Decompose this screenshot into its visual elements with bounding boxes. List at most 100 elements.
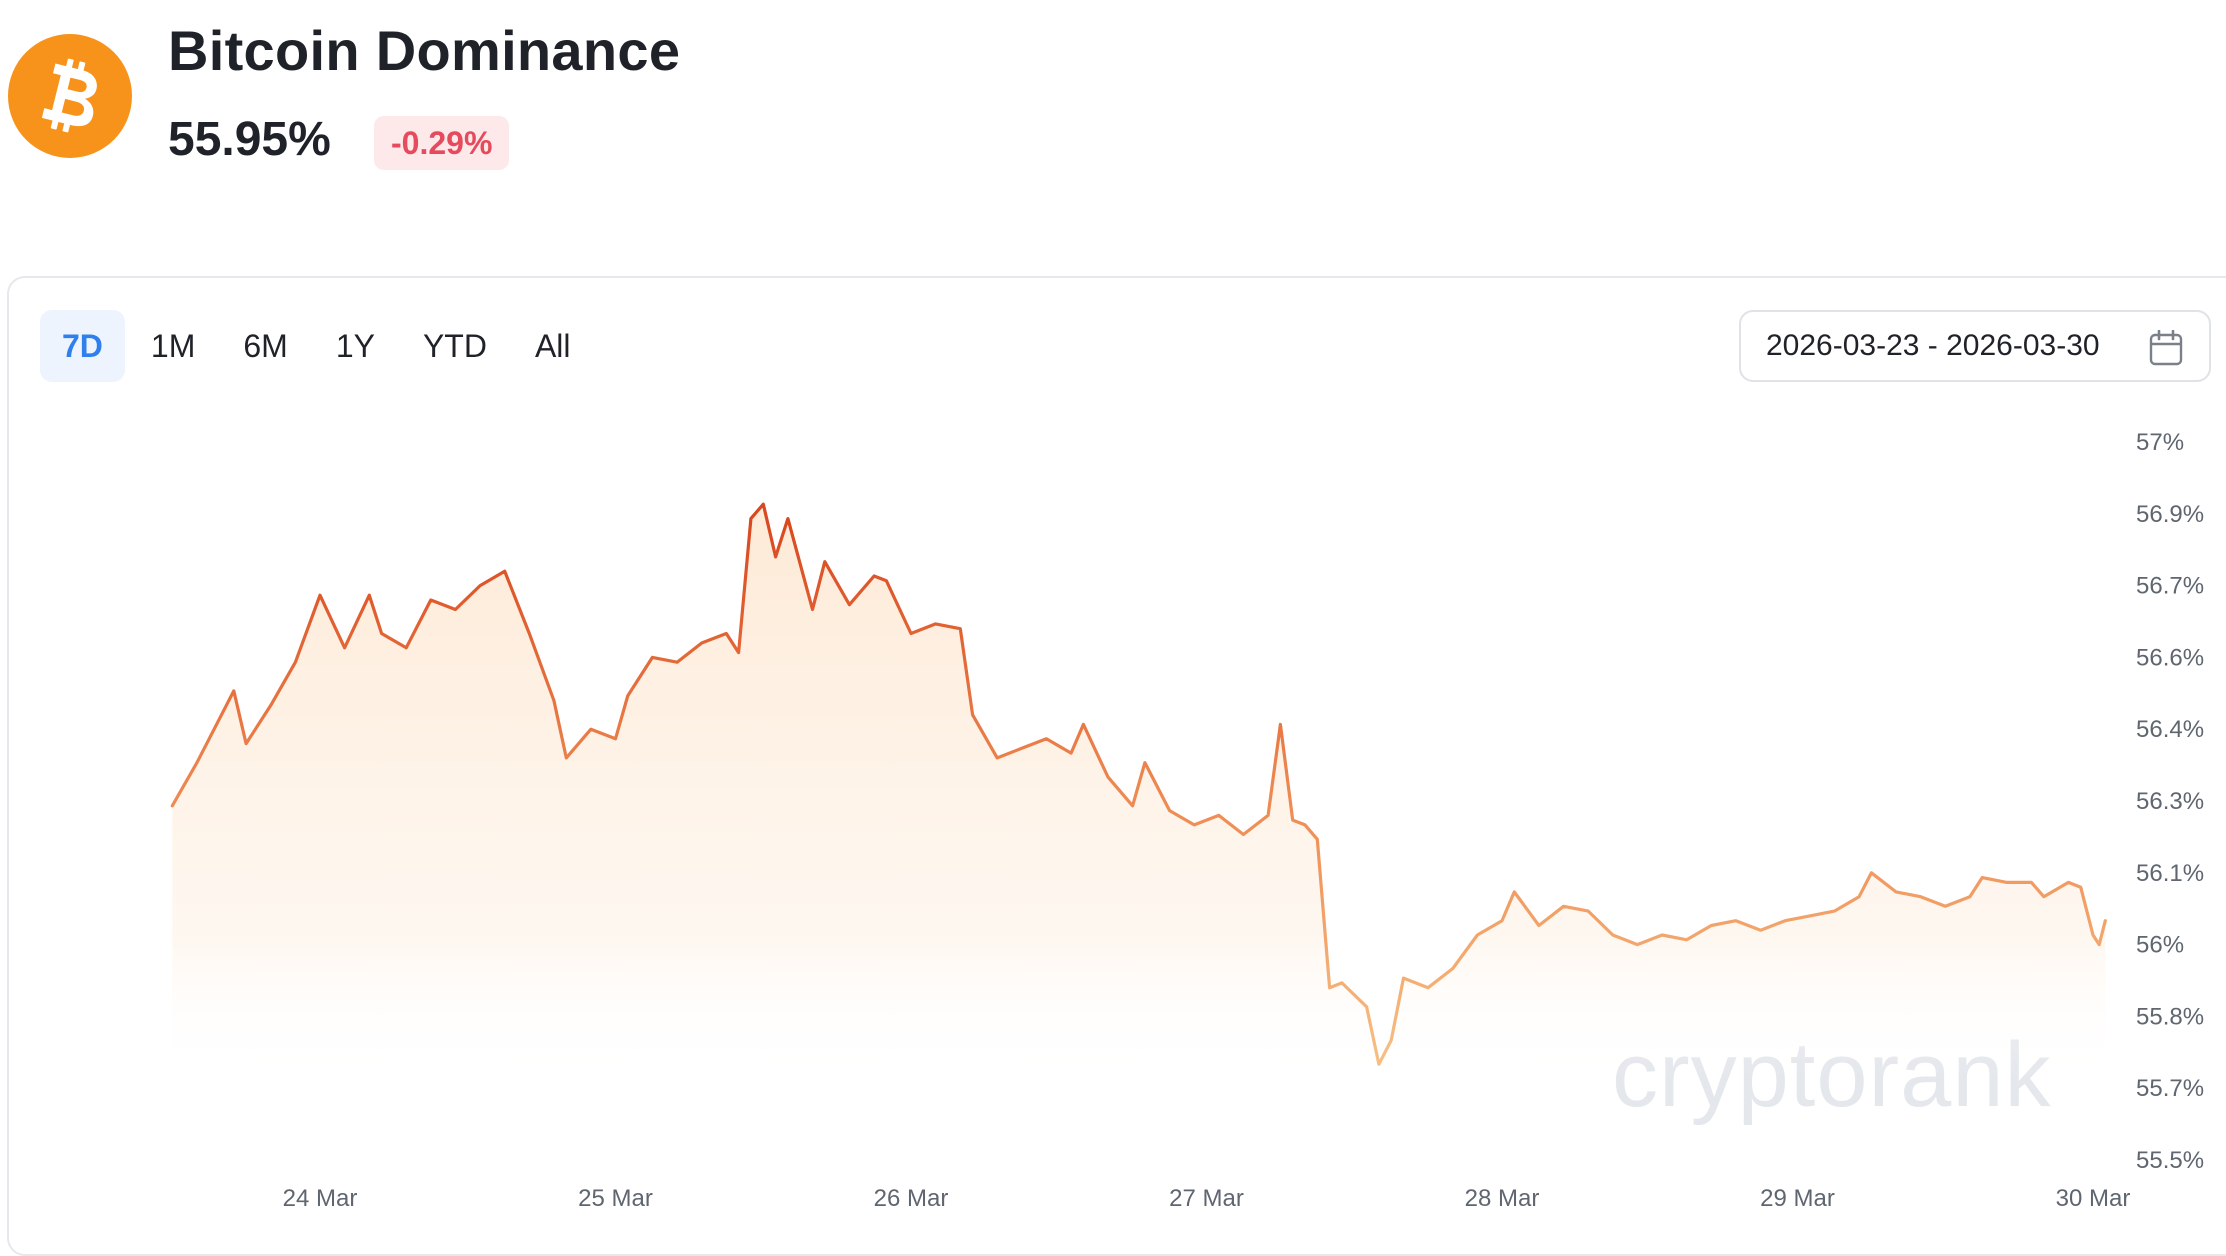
data-point xyxy=(1894,890,1898,894)
data-point xyxy=(2042,895,2046,899)
data-point xyxy=(2005,880,2009,884)
bitcoin-symbol xyxy=(41,58,97,133)
data-point xyxy=(909,632,913,636)
data-point xyxy=(380,632,384,636)
data-point xyxy=(786,517,790,521)
data-point xyxy=(1586,909,1590,913)
area-fill xyxy=(172,504,2106,1080)
data-point xyxy=(429,598,433,602)
data-point xyxy=(1943,904,1947,908)
data-point xyxy=(774,555,778,559)
data-point xyxy=(1291,818,1295,822)
range-tab-7d[interactable]: 7D xyxy=(40,310,125,382)
data-point xyxy=(1611,933,1615,937)
data-point xyxy=(1377,1062,1381,1066)
data-point xyxy=(1808,914,1812,918)
data-point xyxy=(367,593,371,597)
data-point xyxy=(971,713,975,717)
data-point xyxy=(564,756,568,760)
data-point xyxy=(170,804,174,808)
y-tick-label: 55.5% xyxy=(2136,1147,2204,1174)
data-point xyxy=(847,603,851,607)
range-tab-1m[interactable]: 1M xyxy=(150,327,196,364)
data-point xyxy=(1759,928,1763,932)
data-point xyxy=(1315,837,1319,841)
range-tab-1y[interactable]: 1Y xyxy=(335,327,375,364)
data-point xyxy=(318,593,322,597)
data-point xyxy=(884,579,888,583)
x-axis: 24 Mar 25 Mar 26 Mar 27 Mar 28 Mar 29 Ma… xyxy=(283,1185,2131,1212)
data-point xyxy=(2079,885,2083,889)
data-point xyxy=(1426,986,1430,990)
data-point xyxy=(343,646,347,650)
data-point xyxy=(269,703,273,707)
range-tab-ytd[interactable]: YTD xyxy=(422,327,487,364)
data-point xyxy=(1266,813,1270,817)
data-point xyxy=(1537,924,1541,928)
data-point xyxy=(1143,761,1147,765)
data-point xyxy=(650,655,654,659)
data-point xyxy=(1365,1005,1369,1009)
x-tick-label: 26 Mar xyxy=(874,1185,949,1212)
data-point xyxy=(1635,943,1639,947)
data-point xyxy=(1131,804,1135,808)
data-point xyxy=(1709,924,1713,928)
range-tabs: 7D 1M 6M 1Y YTD All xyxy=(40,310,597,382)
data-point xyxy=(220,713,224,717)
y-tick-label: 57% xyxy=(2136,429,2184,456)
data-point xyxy=(1168,809,1172,813)
data-point xyxy=(724,632,728,636)
data-point xyxy=(934,622,938,626)
series-line xyxy=(170,502,2107,1066)
data-point xyxy=(1783,919,1787,923)
y-tick-label: 56.9% xyxy=(2136,501,2204,528)
data-point xyxy=(232,689,236,693)
data-point xyxy=(1278,722,1282,726)
data-point xyxy=(589,727,593,731)
data-point xyxy=(2066,880,2070,884)
data-point xyxy=(675,660,679,664)
data-point xyxy=(2097,943,2101,947)
dominance-chart: cryptorank 57% 56.9% 56.7% 56.6% 56.4% 5… xyxy=(170,429,2204,1212)
data-point xyxy=(872,574,876,578)
range-tab-all[interactable]: All xyxy=(534,327,571,364)
calendar-icon xyxy=(2149,330,2183,366)
data-point xyxy=(453,608,457,612)
data-point xyxy=(995,756,999,760)
data-point xyxy=(1106,775,1110,779)
range-tab-6m[interactable]: 6M xyxy=(243,327,288,364)
data-point xyxy=(244,742,248,746)
y-axis: 57% 56.9% 56.7% 56.6% 56.4% 56.3% 56.1% … xyxy=(2136,429,2204,1174)
x-tick-label: 24 Mar xyxy=(283,1185,358,1212)
date-range-picker[interactable]: 2026-03-23 - 2026-03-30 xyxy=(1739,310,2211,382)
data-point xyxy=(1069,751,1073,755)
data-point xyxy=(1340,981,1344,985)
y-tick-label: 56.3% xyxy=(2136,788,2204,815)
data-point xyxy=(700,641,704,645)
data-point xyxy=(1389,1038,1393,1042)
data-point xyxy=(1968,895,1972,899)
y-tick-label: 56% xyxy=(2136,932,2184,959)
data-point xyxy=(1241,833,1245,837)
dominance-value: 55.95% xyxy=(168,113,331,166)
data-point xyxy=(761,502,765,506)
data-point xyxy=(823,560,827,564)
data-point xyxy=(552,699,556,703)
data-point xyxy=(1980,876,1984,880)
data-point xyxy=(2103,919,2107,923)
data-point xyxy=(1512,890,1516,894)
x-tick-label: 25 Mar xyxy=(578,1185,653,1212)
data-point xyxy=(1020,746,1024,750)
data-point xyxy=(293,660,297,664)
data-point xyxy=(958,627,962,631)
data-point xyxy=(1475,933,1479,937)
y-tick-label: 56.7% xyxy=(2136,573,2204,600)
data-point xyxy=(1081,722,1085,726)
y-tick-label: 55.8% xyxy=(2136,1003,2204,1030)
y-tick-label: 56.4% xyxy=(2136,716,2204,743)
data-point xyxy=(404,646,408,650)
data-point xyxy=(1044,737,1048,741)
data-point xyxy=(626,694,630,698)
data-point xyxy=(1303,823,1307,827)
page-title: Bitcoin Dominance xyxy=(168,19,681,82)
